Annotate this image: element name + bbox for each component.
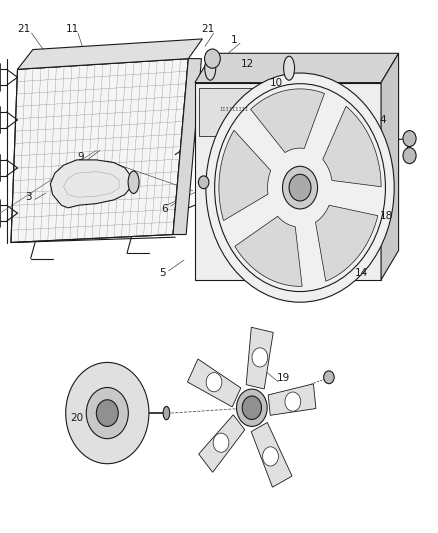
Polygon shape [50, 160, 131, 208]
Ellipse shape [128, 171, 139, 193]
Polygon shape [199, 88, 267, 136]
Ellipse shape [205, 56, 215, 80]
Circle shape [205, 49, 220, 68]
Circle shape [237, 389, 267, 426]
Circle shape [198, 176, 209, 189]
Text: 12: 12 [241, 59, 254, 69]
Text: 4: 4 [380, 115, 387, 125]
Circle shape [66, 362, 149, 464]
Polygon shape [315, 205, 378, 281]
Circle shape [285, 392, 301, 411]
Text: 3: 3 [25, 192, 32, 202]
Text: 1: 1 [231, 35, 238, 45]
Polygon shape [268, 384, 316, 415]
Polygon shape [195, 53, 399, 83]
Circle shape [263, 447, 279, 466]
Polygon shape [173, 59, 201, 235]
Circle shape [96, 400, 118, 426]
Circle shape [283, 166, 318, 209]
Ellipse shape [284, 56, 295, 80]
Text: 21: 21 [18, 25, 31, 34]
Polygon shape [187, 359, 241, 407]
Circle shape [206, 373, 222, 392]
Polygon shape [199, 415, 245, 472]
Polygon shape [11, 59, 188, 243]
Text: 20: 20 [70, 414, 83, 423]
Polygon shape [323, 106, 381, 187]
Polygon shape [251, 423, 292, 487]
Text: 6: 6 [161, 204, 168, 214]
Polygon shape [18, 39, 202, 69]
Circle shape [403, 148, 416, 164]
Text: 19: 19 [277, 374, 290, 383]
Text: 11: 11 [66, 25, 79, 34]
Text: 18: 18 [380, 211, 393, 221]
Circle shape [289, 174, 311, 201]
Circle shape [86, 387, 128, 439]
Circle shape [252, 348, 268, 367]
Text: 14: 14 [355, 269, 368, 278]
Ellipse shape [163, 406, 170, 420]
Text: 10: 10 [269, 78, 283, 87]
Polygon shape [251, 89, 325, 152]
Circle shape [206, 73, 394, 302]
Polygon shape [219, 130, 271, 221]
Polygon shape [246, 327, 273, 389]
Circle shape [324, 371, 334, 384]
Circle shape [242, 396, 261, 419]
Text: IIIIIIIII: IIIIIIIII [219, 107, 248, 112]
Polygon shape [381, 53, 399, 280]
Circle shape [403, 131, 416, 147]
Text: 9: 9 [78, 152, 85, 162]
Polygon shape [195, 83, 381, 280]
Polygon shape [235, 216, 302, 286]
Text: 21: 21 [201, 25, 215, 34]
Circle shape [213, 433, 229, 453]
Text: 5: 5 [159, 269, 166, 278]
